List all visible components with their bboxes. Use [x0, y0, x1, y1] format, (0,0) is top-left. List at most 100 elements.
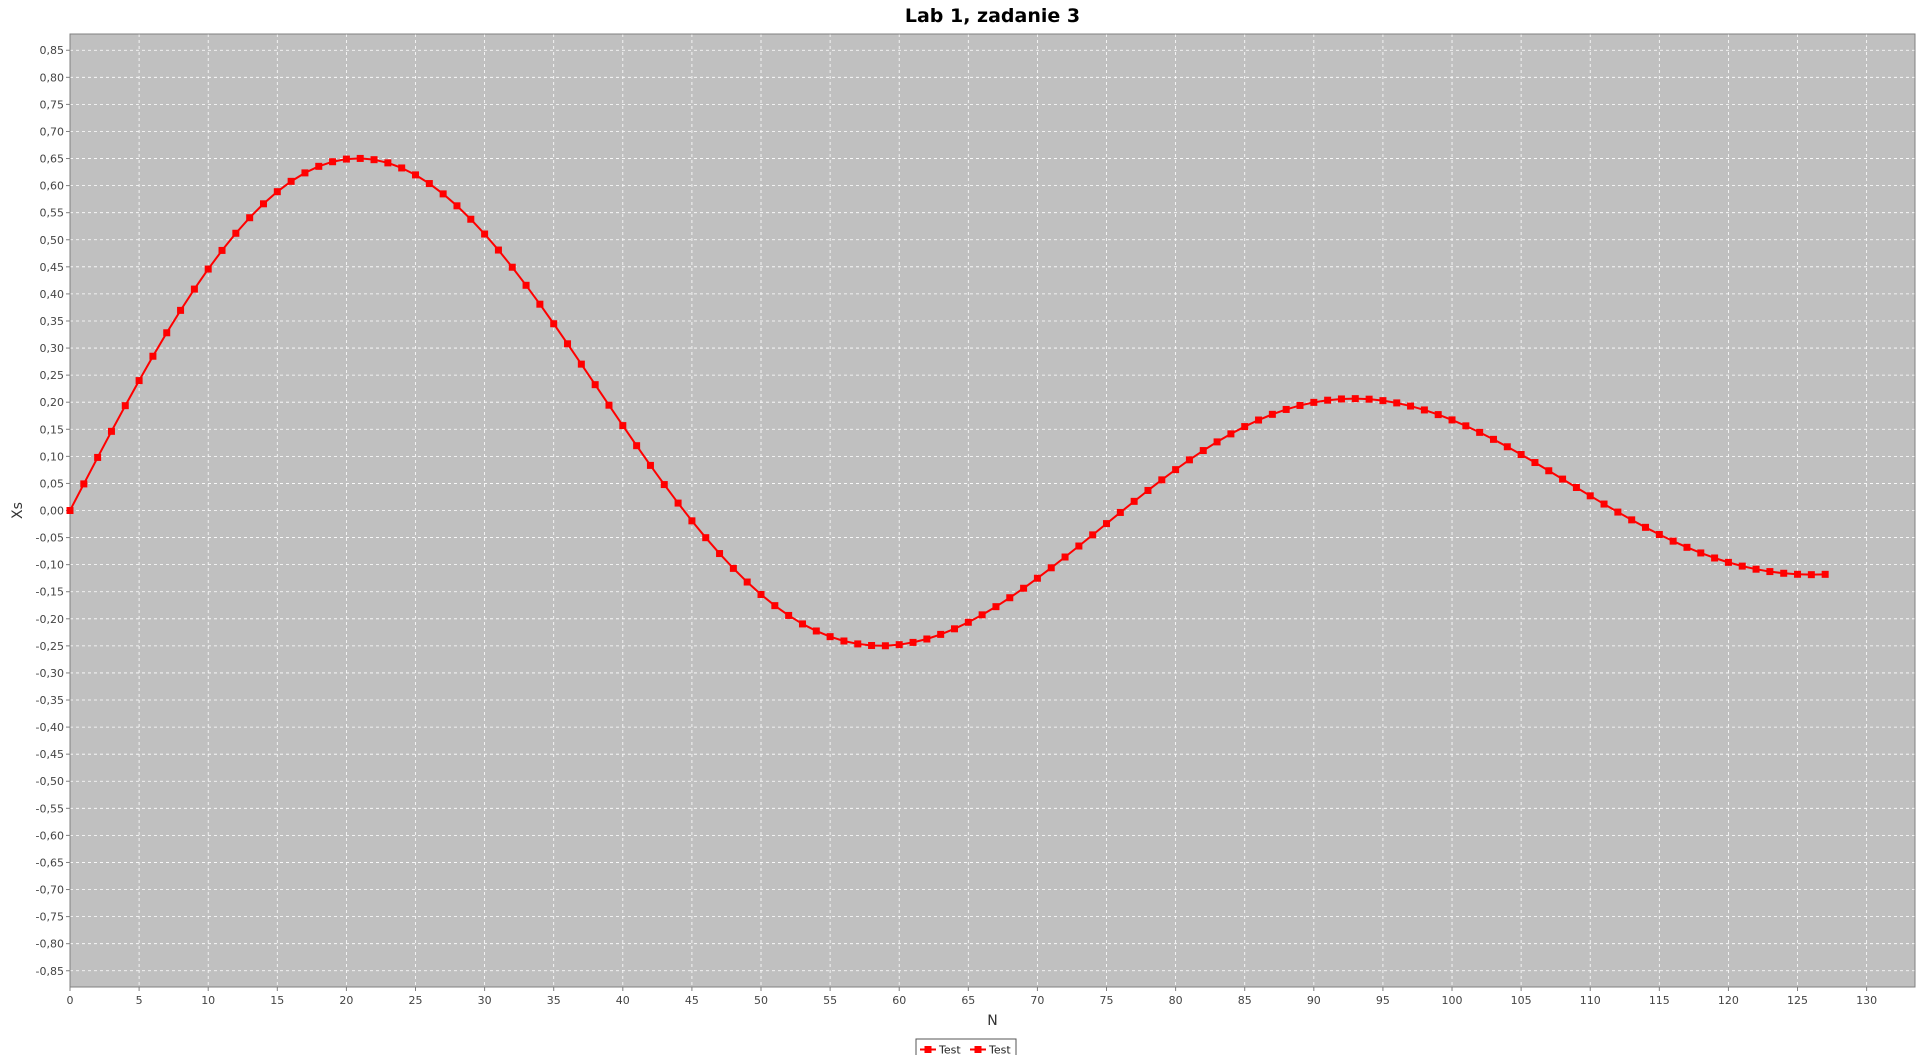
x-tick-label: 5: [136, 994, 143, 1007]
data-point: [1075, 542, 1083, 550]
data-point: [688, 517, 696, 525]
data-point: [1821, 570, 1829, 578]
data-point: [1241, 423, 1249, 431]
y-tick-label: -0,05: [36, 532, 64, 545]
data-point: [868, 641, 876, 649]
data-point: [1103, 520, 1111, 528]
data-point: [577, 360, 585, 368]
data-point: [1683, 543, 1691, 551]
data-point: [1310, 398, 1318, 406]
data-point: [923, 635, 931, 643]
y-tick-label: 0,10: [40, 450, 65, 463]
data-point: [1794, 570, 1802, 578]
y-tick-label: 0,25: [40, 369, 65, 382]
y-tick-label: -0,85: [36, 965, 64, 978]
data-point: [1255, 416, 1263, 424]
y-tick-label: 0,30: [40, 342, 65, 355]
y-tick-label: -0,15: [36, 586, 64, 599]
x-tick-label: 30: [478, 994, 492, 1007]
data-point: [591, 381, 599, 389]
y-tick-label: 0,35: [40, 315, 65, 328]
data-point: [702, 534, 710, 542]
data-point: [812, 627, 820, 635]
y-tick-label: 0,40: [40, 288, 65, 301]
data-point: [1572, 483, 1580, 491]
data-point: [1185, 456, 1193, 464]
data-point: [798, 620, 806, 628]
legend-label-test-1: Test: [938, 1044, 961, 1055]
data-point: [1628, 516, 1636, 524]
data-point: [964, 618, 972, 626]
y-tick-label: -0,25: [36, 640, 64, 653]
data-point: [619, 422, 627, 430]
y-tick-label: -0,65: [36, 856, 64, 869]
data-point: [1434, 411, 1442, 419]
data-point: [135, 377, 143, 385]
data-point: [840, 637, 848, 645]
chart-title: Lab 1, zadanie 3: [905, 5, 1080, 27]
data-point: [1061, 553, 1069, 561]
data-point: [494, 246, 502, 254]
y-tick-label: -0,55: [36, 802, 64, 815]
data-point: [937, 630, 945, 638]
y-tick-label: 0,20: [40, 396, 65, 409]
data-point: [550, 320, 558, 328]
y-tick-label: 0,15: [40, 423, 65, 436]
data-point: [1642, 523, 1650, 531]
data-point: [80, 480, 88, 488]
x-tick-label: 115: [1649, 994, 1670, 1007]
y-tick-label: -0,45: [36, 748, 64, 761]
data-point: [881, 642, 889, 650]
data-point: [149, 352, 157, 360]
data-point: [743, 578, 751, 586]
y-tick-label: 0,50: [40, 234, 65, 247]
data-point: [1420, 406, 1428, 414]
data-point: [1116, 508, 1124, 516]
data-point: [564, 340, 572, 348]
data-point: [1268, 410, 1276, 418]
data-point: [785, 611, 793, 619]
data-point: [232, 229, 240, 237]
series-test: [66, 154, 1829, 650]
data-point: [1738, 562, 1746, 570]
data-point: [1144, 486, 1152, 494]
data-point: [1697, 549, 1705, 557]
data-point: [439, 190, 447, 198]
data-point: [1545, 467, 1553, 475]
data-point: [1766, 568, 1774, 576]
legend-marker-test-2: [974, 1046, 982, 1053]
y-tick-label: 0,05: [40, 477, 65, 490]
data-point: [978, 611, 986, 619]
y-tick-label: 0,55: [40, 207, 65, 220]
data-point: [384, 159, 392, 167]
y-tick-label: 0,85: [40, 44, 65, 57]
x-tick-label: 20: [339, 994, 353, 1007]
legend-label-test-2: Test: [988, 1044, 1011, 1055]
x-tick-label: 0: [67, 994, 74, 1007]
data-point: [1724, 558, 1732, 566]
x-tick-label: 85: [1238, 994, 1252, 1007]
data-point: [1489, 435, 1497, 443]
data-point: [1669, 537, 1677, 545]
x-tick-label: 125: [1787, 994, 1808, 1007]
data-point: [1324, 396, 1332, 404]
x-tick-label: 65: [961, 994, 975, 1007]
x-tick-label: 130: [1856, 994, 1877, 1007]
data-point: [1351, 395, 1359, 403]
data-point: [1614, 508, 1622, 516]
data-point: [1586, 492, 1594, 500]
data-point: [467, 215, 475, 223]
data-point: [716, 550, 724, 558]
x-tick-label: 90: [1307, 994, 1321, 1007]
x-tick-label: 35: [547, 994, 561, 1007]
data-point: [1655, 530, 1663, 538]
legend-box: [915, 1038, 1017, 1055]
y-tick-label: 0,80: [40, 71, 65, 84]
data-point: [107, 427, 115, 435]
data-point: [425, 180, 433, 188]
data-point: [370, 156, 378, 164]
data-point: [398, 164, 406, 172]
data-point: [190, 285, 198, 293]
data-point: [1020, 584, 1028, 592]
